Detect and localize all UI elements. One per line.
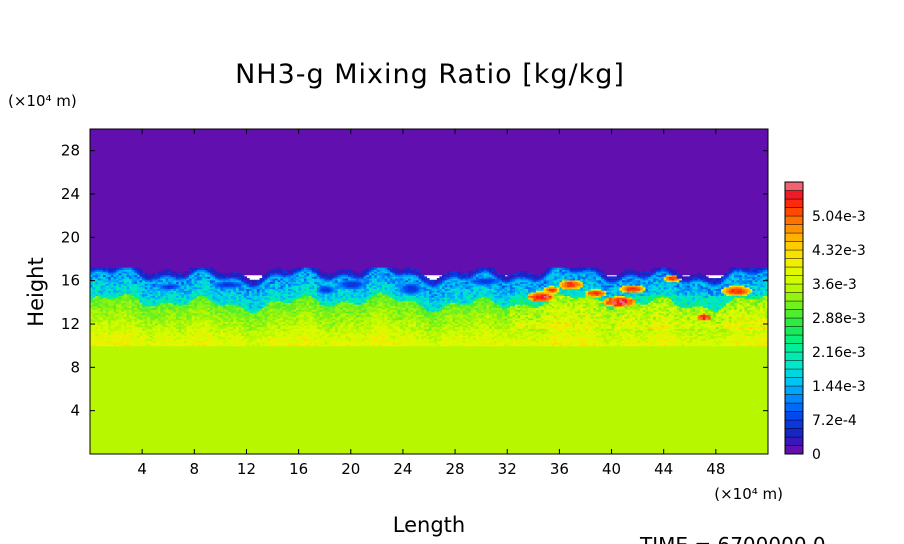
mixing-ratio-field bbox=[90, 129, 768, 454]
colorbar-label: 5.04e-3 bbox=[812, 209, 866, 225]
colorbar-bin bbox=[784, 258, 804, 268]
colorbar-bin bbox=[784, 309, 804, 319]
colorbar-bin bbox=[784, 224, 804, 234]
y-tick-label: 20 bbox=[61, 228, 80, 246]
colorbar-label: 2.16e-3 bbox=[812, 345, 866, 361]
colorbar-bin bbox=[784, 343, 804, 353]
colorbar-bin bbox=[784, 445, 804, 455]
colorbar-bin bbox=[784, 394, 804, 404]
x-axis-ticks: 4 8 12 16 20 24 28 32 36 40 44 48 bbox=[137, 129, 725, 478]
x-tick-label: 36 bbox=[550, 460, 569, 478]
colorbar-label: 0 bbox=[812, 447, 821, 463]
upper-layer-region bbox=[90, 129, 768, 276]
x-tick-label: 40 bbox=[602, 460, 621, 478]
colorbar-bin bbox=[784, 385, 804, 395]
colorbar-frame bbox=[784, 181, 804, 455]
colorbar-label: 3.6e-3 bbox=[812, 277, 857, 293]
colorbar-bin bbox=[784, 402, 804, 412]
colorbar-bin bbox=[784, 334, 804, 344]
colorbar-bin bbox=[784, 419, 804, 429]
y-tick-label: 24 bbox=[61, 185, 80, 203]
colorbar-bin bbox=[784, 326, 804, 336]
x-tick-label: 12 bbox=[237, 460, 256, 478]
colorbar-bin bbox=[784, 368, 804, 378]
x-tick-label: 8 bbox=[190, 460, 200, 478]
colorbar-bin bbox=[784, 377, 804, 387]
y-tick-label: 28 bbox=[61, 142, 80, 160]
colorbar-bin bbox=[784, 249, 804, 259]
colorbar-bin bbox=[784, 428, 804, 438]
colorbar-bin bbox=[784, 232, 804, 242]
x-tick-label: 32 bbox=[498, 460, 517, 478]
x-tick-label: 24 bbox=[393, 460, 412, 478]
colorbar-labels: 0 7.2e-4 1.44e-3 2.16e-3 2.88e-3 3.6e-3 4.32e-… bbox=[812, 209, 866, 463]
colorbar-bin bbox=[784, 351, 804, 361]
colorbar-label: 2.88e-3 bbox=[812, 311, 866, 327]
colorbar-bin bbox=[784, 317, 804, 327]
y-axis-label: Height bbox=[24, 257, 48, 326]
colorbar-label: 7.2e-4 bbox=[812, 413, 857, 429]
y-axis-ticks: 4 8 12 16 20 24 28 bbox=[61, 142, 768, 420]
colorbar-bin bbox=[784, 411, 804, 421]
colorbar-label: 4.32e-3 bbox=[812, 243, 866, 259]
x-tick-label: 16 bbox=[289, 460, 308, 478]
x-tick-label: 28 bbox=[446, 460, 465, 478]
x-tick-label: 44 bbox=[654, 460, 673, 478]
colorbar-bin bbox=[784, 181, 804, 191]
plot-frame bbox=[89, 128, 769, 455]
chart-title: NH3-g Mixing Ratio [kg/kg] bbox=[235, 59, 625, 90]
x-axis-label: Length bbox=[393, 513, 465, 537]
colorbar-bin bbox=[784, 436, 804, 446]
y-tick-label: 16 bbox=[61, 272, 80, 290]
y-tick-label: 12 bbox=[61, 315, 80, 333]
colorbar-bin bbox=[784, 300, 804, 310]
time-label: TIME = 6700000.0 bbox=[639, 533, 826, 544]
colorbar-bin bbox=[784, 292, 804, 302]
x-tick-label: 20 bbox=[341, 460, 360, 478]
x-tick-label: 48 bbox=[706, 460, 725, 478]
colorbar-bin bbox=[784, 266, 804, 276]
colorbar-bins bbox=[784, 181, 804, 455]
colorbar-bin bbox=[784, 190, 804, 200]
lower-layer-region bbox=[90, 345, 768, 454]
x-tick-label: 4 bbox=[137, 460, 147, 478]
plot-area bbox=[89, 128, 769, 455]
y-tick-label: 8 bbox=[70, 358, 80, 376]
colorbar-bin bbox=[784, 241, 804, 251]
colorbar-bin bbox=[784, 283, 804, 293]
colorbar-label: 1.44e-3 bbox=[812, 379, 866, 395]
colorbar-bin bbox=[784, 360, 804, 370]
y-tick-label: 4 bbox=[70, 402, 80, 420]
x-axis-units: (×10⁴ m) bbox=[714, 485, 783, 503]
colorbar-bin bbox=[784, 215, 804, 225]
colorbar-bin bbox=[784, 198, 804, 208]
colorbar-bin bbox=[784, 275, 804, 285]
y-axis-units: (×10⁴ m) bbox=[8, 92, 77, 110]
colorbar-bin bbox=[784, 207, 804, 217]
colorbar: 0 7.2e-4 1.44e-3 2.16e-3 2.88e-3 3.6e-3 4.32e-… bbox=[784, 181, 866, 463]
